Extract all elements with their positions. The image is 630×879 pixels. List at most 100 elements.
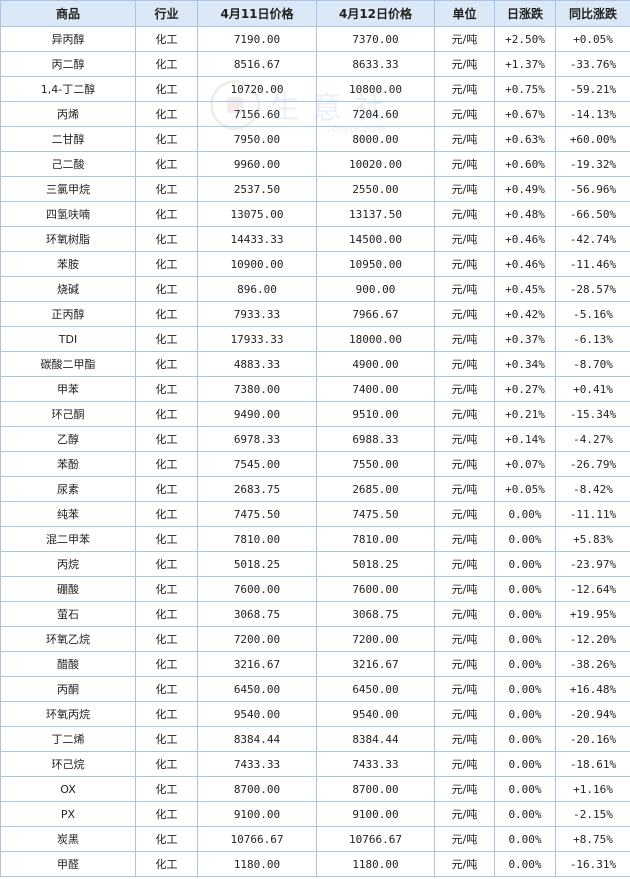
unit-cell: 元/吨 <box>434 476 495 502</box>
price-apr11-cell: 6450.00 <box>197 676 317 702</box>
product-name-link[interactable]: 萤石 <box>0 601 136 627</box>
industry-cell: 化工 <box>135 126 198 152</box>
product-name-link[interactable]: 丁二烯 <box>0 726 136 752</box>
daily-change-cell: 0.00% <box>494 576 556 602</box>
industry-cell: 化工 <box>135 426 198 452</box>
price-apr11-cell: 10766.67 <box>197 826 317 852</box>
industry-cell: 化工 <box>135 51 198 77</box>
product-name-link[interactable]: 环己烷 <box>0 751 136 777</box>
product-name-link[interactable]: 混二甲苯 <box>0 526 136 552</box>
price-apr12-cell: 10800.00 <box>316 76 435 102</box>
table-row: 丙烷 化工 5018.25 5018.25 元/吨 0.00% -23.97% <box>0 551 630 577</box>
price-apr12-cell: 7200.00 <box>316 626 435 652</box>
unit-cell: 元/吨 <box>434 601 495 627</box>
product-name-link[interactable]: 苯胺 <box>0 251 136 277</box>
product-name-link[interactable]: 纯苯 <box>0 501 136 527</box>
price-apr11-cell: 7933.33 <box>197 301 317 327</box>
unit-cell: 元/吨 <box>434 176 495 202</box>
industry-cell: 化工 <box>135 401 198 427</box>
unit-cell: 元/吨 <box>434 776 495 802</box>
daily-change-cell: +0.75% <box>494 76 556 102</box>
yoy-change-cell: +5.83% <box>555 526 630 552</box>
daily-change-cell: 0.00% <box>494 526 556 552</box>
product-name-link[interactable]: 甲苯 <box>0 376 136 402</box>
product-name-link[interactable]: 1,4-丁二醇 <box>0 76 136 102</box>
product-name-link[interactable]: 醋酸 <box>0 651 136 677</box>
yoy-change-cell: +0.05% <box>555 26 630 52</box>
yoy-change-cell: +0.41% <box>555 376 630 402</box>
product-name-link[interactable]: 丙烯 <box>0 101 136 127</box>
industry-cell: 化工 <box>135 276 198 302</box>
price-apr12-cell: 10766.67 <box>316 826 435 852</box>
product-name-link[interactable]: 己二酸 <box>0 151 136 177</box>
daily-change-cell: +0.46% <box>494 251 556 277</box>
daily-change-cell: +0.48% <box>494 201 556 227</box>
yoy-change-cell: -33.76% <box>555 51 630 77</box>
product-name-link[interactable]: 环氧乙烷 <box>0 626 136 652</box>
product-name-link[interactable]: 环氧树脂 <box>0 226 136 252</box>
industry-cell: 化工 <box>135 801 198 827</box>
price-apr11-cell: 7156.60 <box>197 101 317 127</box>
price-apr12-cell: 7370.00 <box>316 26 435 52</box>
product-name-link[interactable]: 丙二醇 <box>0 51 136 77</box>
table-row: 碳酸二甲酯 化工 4883.33 4900.00 元/吨 +0.34% -8.70% <box>0 351 630 377</box>
table-row: OX 化工 8700.00 8700.00 元/吨 0.00% +1.16% <box>0 776 630 802</box>
unit-cell: 元/吨 <box>434 576 495 602</box>
yoy-change-cell: +60.00% <box>555 126 630 152</box>
price-apr12-cell: 14500.00 <box>316 226 435 252</box>
product-name-link[interactable]: 丙烷 <box>0 551 136 577</box>
unit-cell: 元/吨 <box>434 51 495 77</box>
daily-change-cell: +0.14% <box>494 426 556 452</box>
price-apr11-cell: 9960.00 <box>197 151 317 177</box>
product-name-link[interactable]: 烧碱 <box>0 276 136 302</box>
yoy-change-cell: -20.16% <box>555 726 630 752</box>
product-name-link[interactable]: 尿素 <box>0 476 136 502</box>
unit-cell: 元/吨 <box>434 251 495 277</box>
product-name-link[interactable]: TDI <box>0 326 136 352</box>
product-name-link[interactable]: 三氯甲烷 <box>0 176 136 202</box>
table-row: 异丙醇 化工 7190.00 7370.00 元/吨 +2.50% +0.05% <box>0 26 630 52</box>
product-name-link[interactable]: 正丙醇 <box>0 301 136 327</box>
table-row: 苯胺 化工 10900.00 10950.00 元/吨 +0.46% -11.46% <box>0 251 630 277</box>
table-row: 醋酸 化工 3216.67 3216.67 元/吨 0.00% -38.26% <box>0 651 630 677</box>
daily-change-cell: +0.67% <box>494 101 556 127</box>
product-name-link[interactable]: 碳酸二甲酯 <box>0 351 136 377</box>
industry-cell: 化工 <box>135 701 198 727</box>
product-name-link[interactable]: 四氢呋喃 <box>0 201 136 227</box>
daily-change-cell: +0.21% <box>494 401 556 427</box>
product-name-link[interactable]: OX <box>0 776 136 802</box>
daily-change-cell: 0.00% <box>494 776 556 802</box>
yoy-change-cell: -18.61% <box>555 751 630 777</box>
price-apr11-cell: 7545.00 <box>197 451 317 477</box>
header-daily-change: 日涨跌 <box>494 0 556 27</box>
product-name-link[interactable]: 环氧丙烷 <box>0 701 136 727</box>
product-name-link[interactable]: 丙酮 <box>0 676 136 702</box>
unit-cell: 元/吨 <box>434 801 495 827</box>
price-apr12-cell: 7550.00 <box>316 451 435 477</box>
yoy-change-cell: -8.42% <box>555 476 630 502</box>
product-name-link[interactable]: 炭黑 <box>0 826 136 852</box>
daily-change-cell: 0.00% <box>494 501 556 527</box>
unit-cell: 元/吨 <box>434 426 495 452</box>
yoy-change-cell: -2.15% <box>555 801 630 827</box>
industry-cell: 化工 <box>135 651 198 677</box>
product-name-link[interactable]: 异丙醇 <box>0 26 136 52</box>
product-name-link[interactable]: 甲醛 <box>0 851 136 877</box>
product-name-link[interactable]: PX <box>0 801 136 827</box>
table-row: 炭黑 化工 10766.67 10766.67 元/吨 0.00% +8.75% <box>0 826 630 852</box>
product-name-link[interactable]: 二甘醇 <box>0 126 136 152</box>
table-row: 环己酮 化工 9490.00 9510.00 元/吨 +0.21% -15.34% <box>0 401 630 427</box>
price-apr11-cell: 7190.00 <box>197 26 317 52</box>
product-name-link[interactable]: 环己酮 <box>0 401 136 427</box>
product-name-link[interactable]: 苯酚 <box>0 451 136 477</box>
unit-cell: 元/吨 <box>434 26 495 52</box>
yoy-change-cell: -8.70% <box>555 351 630 377</box>
unit-cell: 元/吨 <box>434 376 495 402</box>
product-name-link[interactable]: 硼酸 <box>0 576 136 602</box>
price-apr11-cell: 896.00 <box>197 276 317 302</box>
price-apr11-cell: 14433.33 <box>197 226 317 252</box>
price-apr12-cell: 7475.50 <box>316 501 435 527</box>
industry-cell: 化工 <box>135 76 198 102</box>
product-name-link[interactable]: 乙醇 <box>0 426 136 452</box>
